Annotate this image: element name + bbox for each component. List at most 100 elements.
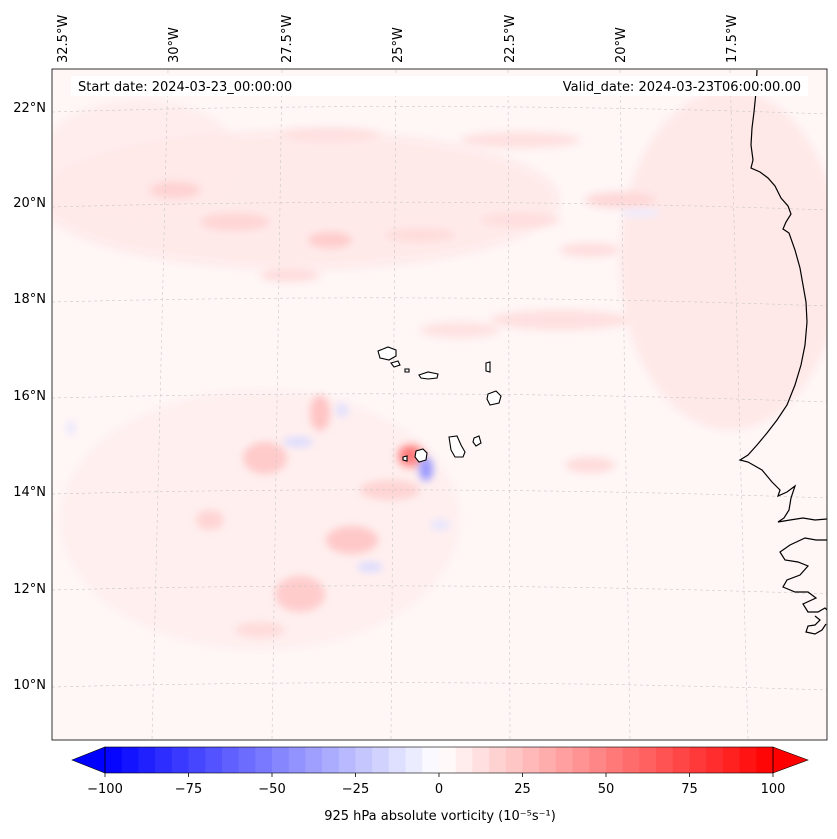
- vorticity-blob: [235, 622, 285, 638]
- colorbar-swatch: [221, 747, 240, 773]
- vorticity-streak: [460, 132, 580, 148]
- island-santiago: [448, 435, 466, 458]
- vorticity-min: [419, 457, 433, 481]
- vorticity-streak: [560, 243, 620, 257]
- vorticity-streak: [280, 128, 380, 142]
- lat-label: 18°N: [13, 292, 46, 307]
- colorbar-swatch: [689, 747, 707, 773]
- colorbar-swatch: [305, 747, 323, 773]
- colorbar-swatch: [756, 747, 774, 773]
- meridian: [390, 69, 397, 740]
- colorbar-swatch: [439, 747, 457, 773]
- colorbar-swatch: [355, 747, 373, 773]
- colorbar-swatch: [505, 747, 524, 773]
- colorbar-swatch: [639, 747, 657, 773]
- colorbar-swatch: [272, 747, 290, 773]
- island-sao-nicolau: [418, 371, 439, 380]
- colorbar-swatch: [372, 747, 390, 773]
- colorbar-swatch: [472, 747, 490, 773]
- vorticity-streak: [308, 232, 352, 248]
- colorbar-extend-high: [772, 746, 809, 774]
- vorticity-streak: [490, 310, 630, 330]
- vorticity-negative: [336, 403, 348, 417]
- colorbar-swatch: [138, 747, 156, 773]
- island-brava: [402, 455, 408, 462]
- colorbar-tick-label: −75: [175, 782, 202, 797]
- colorbar-swatch: [405, 747, 423, 773]
- colorbar-swatch: [606, 747, 624, 773]
- lon-label: 25°W: [391, 27, 406, 63]
- meridian: [729, 69, 749, 740]
- colorbar-swatch: [338, 747, 357, 773]
- parallel: [52, 585, 827, 595]
- colorbar-swatch: [255, 747, 273, 773]
- colorbar-swatch: [489, 747, 507, 773]
- african-coastline: [738, 69, 827, 635]
- lat-label: 22°N: [13, 101, 46, 116]
- colorbar: −100 −75 −50 −25 0 25 50 75 100 925 hPa absolute…: [71, 746, 809, 824]
- lat-label: 10°N: [13, 678, 46, 693]
- island-sal: [485, 361, 491, 373]
- latitude-labels: 22°N 20°N 18°N 16°N 14°N 12°N 10°N: [13, 101, 46, 693]
- colorbar-extend-low: [71, 746, 106, 774]
- vorticity-negative: [430, 520, 450, 530]
- vorticity-zone-coast: [620, 90, 827, 430]
- vorticity-blob: [326, 526, 378, 554]
- island-santo-antao: [377, 346, 397, 361]
- vorticity-streak: [260, 268, 320, 282]
- colorbar-swatch: [539, 747, 557, 773]
- colorbar-swatches: [105, 747, 774, 773]
- colorbar-swatch: [555, 747, 574, 773]
- colorbar-swatch: [455, 747, 473, 773]
- colorbar-tick-label: −100: [87, 782, 123, 797]
- lon-label: 27.5°W: [280, 15, 295, 63]
- parallel: [52, 201, 827, 211]
- colorbar-swatch: [589, 747, 607, 773]
- colorbar-swatch: [121, 747, 139, 773]
- lon-label: 20°W: [614, 27, 629, 63]
- colorbar-swatch: [238, 747, 256, 773]
- gridlines: [52, 69, 827, 740]
- colorbar-swatch: [288, 747, 306, 773]
- lon-label: 22.5°W: [503, 15, 518, 63]
- lon-label: 32.5°W: [56, 15, 71, 63]
- vorticity-negative: [283, 437, 313, 447]
- vorticity-streak: [385, 228, 455, 242]
- meridian: [151, 69, 169, 740]
- meridian: [271, 69, 283, 740]
- colorbar-swatch: [188, 747, 206, 773]
- parallel: [52, 393, 827, 403]
- start-date-label: Start date: 2024-03-23_00:00:00: [78, 80, 292, 95]
- lat-label: 12°N: [13, 582, 46, 597]
- colorbar-swatch: [171, 747, 190, 773]
- vorticity-zone-nw: [52, 100, 240, 220]
- longitude-labels: 32.5°W 30°W 27.5°W 25°W 22.5°W 20°W 17.5…: [56, 15, 740, 63]
- colorbar-swatch: [522, 747, 540, 773]
- vorticity-zone-southwest: [60, 390, 460, 650]
- colorbar-tick-label: 50: [598, 782, 615, 797]
- colorbar-tick-label: 25: [514, 782, 531, 797]
- vorticity-streak: [585, 192, 655, 208]
- parallel: [52, 297, 827, 307]
- colorbar-swatch: [105, 747, 123, 773]
- vorticity-negative: [67, 421, 75, 435]
- colorbar-swatch: [388, 747, 407, 773]
- island-maio: [472, 435, 482, 447]
- valid-date-label: Valid_date: 2024-03-23T06:00:00.00: [563, 80, 801, 95]
- cape-verde-islands: [377, 346, 502, 463]
- colorbar-swatch: [155, 747, 173, 773]
- colorbar-tick-label: −25: [342, 782, 369, 797]
- colorbar-tick-label: 0: [435, 782, 443, 797]
- meridian: [507, 69, 511, 740]
- colorbar-swatch: [672, 747, 691, 773]
- map-panel: Start date: 2024-03-23_00:00:00 Valid_da…: [51, 68, 828, 741]
- parallel: [52, 106, 827, 115]
- vorticity-blob: [275, 576, 325, 612]
- colorbar-swatch: [739, 747, 757, 773]
- lon-label: 30°W: [167, 27, 182, 63]
- island-santa-luzia: [404, 368, 410, 373]
- lat-label: 16°N: [13, 389, 46, 404]
- parallel: [52, 682, 827, 691]
- colorbar-swatch: [422, 747, 440, 773]
